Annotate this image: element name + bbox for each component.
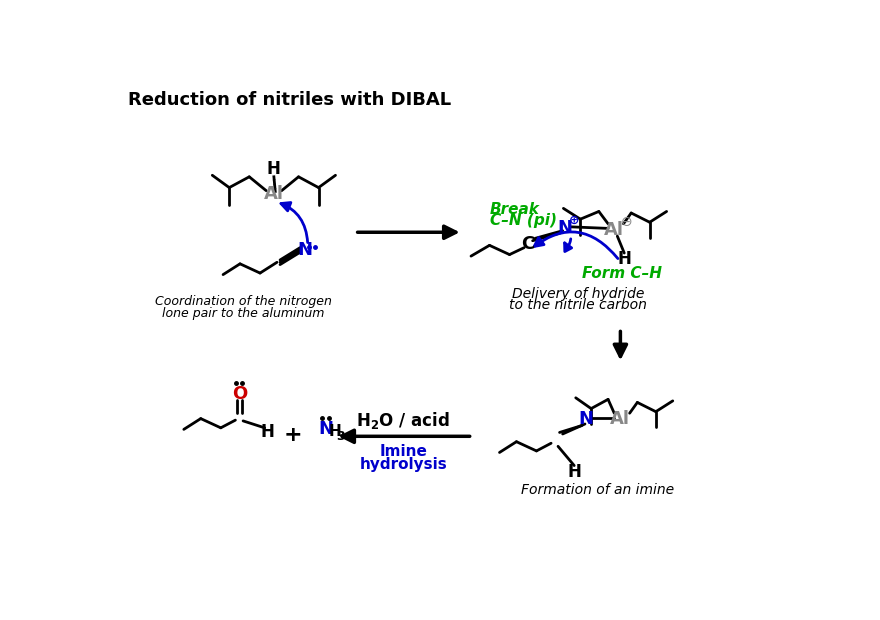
Text: N: N xyxy=(557,219,573,237)
Text: Imine: Imine xyxy=(379,444,427,459)
Text: Al: Al xyxy=(611,410,630,428)
Text: N: N xyxy=(318,420,333,438)
Text: H: H xyxy=(267,160,281,178)
Text: Form C–H: Form C–H xyxy=(582,265,662,281)
Text: ⊕: ⊕ xyxy=(569,214,579,227)
Text: Coordination of the nitrogen: Coordination of the nitrogen xyxy=(155,295,332,308)
Text: O: O xyxy=(231,385,247,403)
Text: Delivery of hydride: Delivery of hydride xyxy=(512,287,644,301)
Text: Break: Break xyxy=(489,202,539,216)
Text: +: + xyxy=(284,425,303,445)
Text: Al: Al xyxy=(264,185,284,203)
Text: H: H xyxy=(328,424,341,439)
Text: hydrolysis: hydrolysis xyxy=(359,458,447,472)
Text: H: H xyxy=(568,463,581,480)
Text: H: H xyxy=(260,423,275,441)
Text: C: C xyxy=(521,235,535,253)
Text: Reduction of nitriles with DIBAL: Reduction of nitriles with DIBAL xyxy=(128,91,451,109)
Text: H: H xyxy=(617,250,631,268)
Text: ⊖: ⊖ xyxy=(620,215,633,229)
Text: Al: Al xyxy=(605,221,624,239)
Text: C–N (pi): C–N (pi) xyxy=(489,213,556,228)
Text: $\mathbf{H_2O}$ / acid: $\mathbf{H_2O}$ / acid xyxy=(356,410,451,432)
Text: lone pair to the aluminum: lone pair to the aluminum xyxy=(162,307,325,319)
Text: N: N xyxy=(578,410,593,428)
Text: to the nitrile carbon: to the nitrile carbon xyxy=(510,298,647,312)
Text: Formation of an imine: Formation of an imine xyxy=(521,483,674,497)
Text: 3: 3 xyxy=(336,430,345,443)
Text: N: N xyxy=(297,241,312,259)
